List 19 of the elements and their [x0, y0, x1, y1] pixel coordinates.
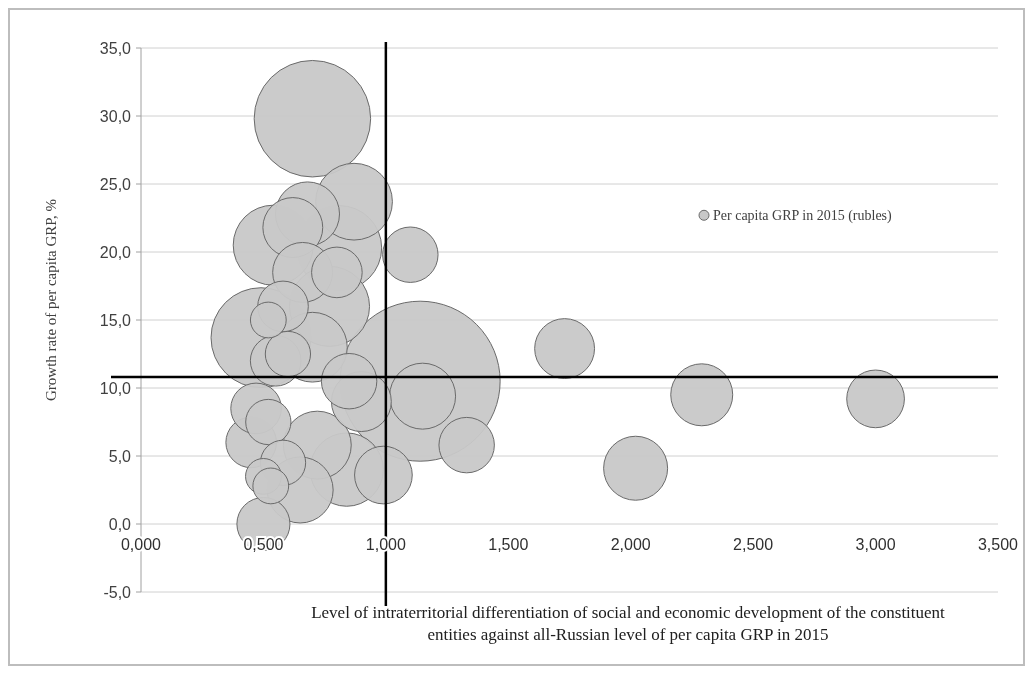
y-tick-label: 10,0: [99, 379, 132, 397]
x-tick-label: 0,500: [243, 536, 284, 553]
y-tick-label: 15,0: [99, 311, 132, 329]
x-axis-title: Level of intraterritorial differentiation of social and economic development of the constituent entities against all-Russian level of per capita GRP in 2015: [311, 603, 946, 644]
y-tick-label: 0,0: [108, 515, 132, 533]
x-tick-label: 0,000: [120, 536, 162, 553]
x-tick-label: 1,500: [488, 536, 529, 553]
x-tick-label: 3,000: [855, 536, 896, 553]
x-tick-label: 3,500: [977, 536, 1019, 553]
x-tick-label: 2,500: [733, 536, 774, 553]
y-axis-title: Growth rate of per capita GRP, %: [43, 198, 59, 402]
y-tick-label: 20,0: [99, 243, 132, 261]
y-tick-label: 25,0: [99, 175, 132, 193]
y-tick-label: 30,0: [99, 107, 132, 125]
x-tick-label: 2,000: [610, 536, 651, 553]
y-tick-label: 35,0: [99, 39, 132, 57]
legend-label: Per capita GRP in 2015 (rubles): [713, 208, 893, 225]
y-tick-label: -5,0: [103, 583, 132, 601]
y-tick-label: 5,0: [108, 447, 132, 465]
